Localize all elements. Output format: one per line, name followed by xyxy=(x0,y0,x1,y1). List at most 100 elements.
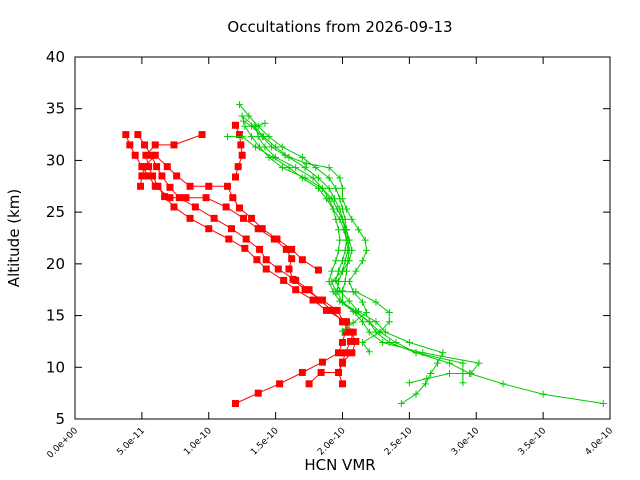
data-point xyxy=(345,257,353,265)
data-point xyxy=(459,359,467,367)
data-point xyxy=(153,163,161,171)
data-point xyxy=(258,133,266,141)
data-point xyxy=(227,225,235,233)
data-point xyxy=(419,349,427,357)
y-axis-label: Altitude (km) xyxy=(5,189,23,287)
data-point xyxy=(325,174,333,182)
data-point xyxy=(298,153,306,161)
data-point xyxy=(205,225,213,233)
data-point xyxy=(318,184,326,192)
data-point xyxy=(241,122,249,130)
data-point xyxy=(253,256,261,264)
data-point xyxy=(238,151,246,159)
data-point xyxy=(261,119,269,127)
data-point xyxy=(339,195,346,203)
data-point xyxy=(459,379,467,387)
data-point xyxy=(352,308,360,316)
data-point xyxy=(352,267,360,275)
data-point xyxy=(334,246,342,254)
x-tick-label: 3.0e-10 xyxy=(450,426,482,458)
data-point xyxy=(186,214,194,222)
data-point xyxy=(278,143,286,151)
data-point xyxy=(361,236,369,244)
data-point xyxy=(348,246,356,254)
data-point xyxy=(182,194,190,202)
data-point xyxy=(240,117,248,125)
data-point xyxy=(281,151,289,159)
data-point xyxy=(333,205,341,213)
data-point xyxy=(145,172,153,180)
y-tick-label: 20 xyxy=(46,255,65,273)
data-point xyxy=(339,327,346,335)
data-point xyxy=(236,131,244,139)
data-point xyxy=(325,184,333,192)
series-line xyxy=(145,134,348,404)
data-point xyxy=(288,245,296,253)
data-point xyxy=(439,349,447,357)
data-point xyxy=(298,256,306,264)
series-4 xyxy=(137,151,322,274)
x-tick-label: 4.0e-10 xyxy=(584,426,616,458)
x-tick-label: 1.0e-10 xyxy=(182,426,214,458)
data-point xyxy=(236,101,244,109)
data-point xyxy=(288,255,296,263)
data-point xyxy=(355,226,363,234)
data-point xyxy=(317,368,325,376)
data-point xyxy=(336,174,344,182)
data-point xyxy=(137,182,145,190)
data-point xyxy=(359,257,367,265)
data-point xyxy=(427,369,435,377)
data-point xyxy=(229,194,237,202)
data-point xyxy=(446,369,453,377)
series-line xyxy=(244,126,480,384)
data-point xyxy=(151,141,159,149)
data-point xyxy=(359,298,367,306)
axis-ticks: 5 10 15 20 25 30 35 40 0.0e+00 5.0e-11 1.0e-10 1.5e… xyxy=(46,48,616,461)
data-point xyxy=(242,235,250,243)
data-point xyxy=(339,380,346,388)
data-point xyxy=(151,182,159,190)
data-point xyxy=(252,143,260,151)
data-point xyxy=(173,172,181,180)
data-point xyxy=(336,236,344,244)
y-tick-label: 5 xyxy=(55,410,65,428)
series-line xyxy=(137,134,357,385)
x-tick-label: 0.0e+00 xyxy=(46,426,81,461)
data-point xyxy=(322,306,330,314)
data-point xyxy=(339,338,346,346)
data-point xyxy=(372,318,380,326)
data-point xyxy=(256,245,264,253)
data-point xyxy=(234,163,242,171)
data-point xyxy=(446,359,453,367)
x-axis-label: HCN VMR xyxy=(304,456,375,474)
data-point xyxy=(158,172,166,180)
data-point xyxy=(223,182,231,190)
series-layer xyxy=(122,101,607,407)
data-point xyxy=(298,368,306,376)
data-point xyxy=(334,349,342,357)
data-point xyxy=(280,276,288,284)
data-point xyxy=(166,194,174,202)
data-point xyxy=(278,164,286,172)
data-point xyxy=(147,151,155,159)
data-point xyxy=(170,203,178,211)
data-point xyxy=(343,226,351,234)
data-point xyxy=(385,338,393,346)
data-point xyxy=(539,390,547,398)
data-point xyxy=(318,358,326,366)
data-point xyxy=(316,296,324,304)
data-point xyxy=(238,133,246,141)
data-point xyxy=(423,375,431,383)
series-line xyxy=(239,104,604,404)
data-point xyxy=(240,214,248,222)
data-point xyxy=(258,225,266,233)
data-point xyxy=(347,337,355,345)
data-point xyxy=(273,235,281,243)
data-point xyxy=(248,214,256,222)
data-point xyxy=(305,380,313,388)
data-point xyxy=(274,265,282,273)
data-point xyxy=(292,164,300,172)
data-point xyxy=(210,214,218,222)
data-point xyxy=(333,306,341,314)
